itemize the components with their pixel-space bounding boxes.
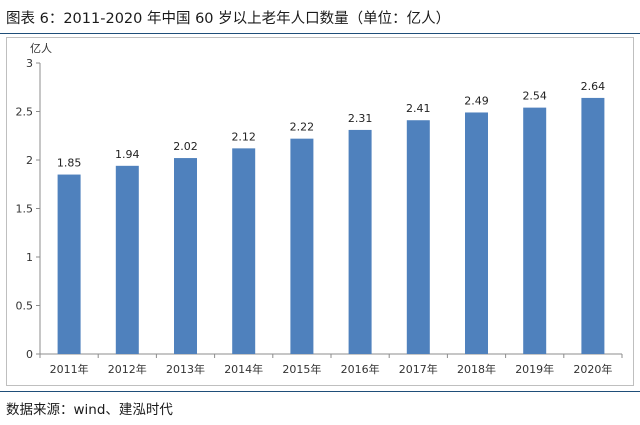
x-tick-label: 2011年: [50, 362, 89, 376]
y-tick-label: 0: [26, 348, 33, 361]
bar: [406, 120, 430, 354]
data-label: 2.54: [522, 90, 547, 103]
data-label: 2.02: [173, 140, 198, 153]
y-tick-label: 1: [26, 251, 33, 264]
data-label: 2.41: [406, 102, 431, 115]
x-tick-label: 2019年: [515, 362, 554, 376]
x-tick-label: 2015年: [282, 362, 321, 376]
x-tick-label: 2013年: [166, 362, 205, 376]
x-tick-label: 2017年: [399, 362, 438, 376]
bottom-rule: [0, 391, 640, 392]
data-label: 2.49: [464, 94, 489, 107]
figure-title: 图表 6：2011-2020 年中国 60 岁以上老年人口数量（单位：亿人）: [6, 11, 451, 27]
bar: [523, 107, 547, 355]
data-label: 1.85: [57, 157, 82, 170]
x-tick-label: 2016年: [341, 362, 380, 376]
bar: [174, 158, 197, 354]
bar: [290, 138, 314, 354]
data-label: 2.64: [581, 80, 606, 93]
data-label: 2.22: [290, 121, 315, 134]
bar: [465, 112, 488, 354]
bar: [57, 174, 81, 354]
data-label: 2.31: [348, 112, 373, 125]
y-tick-label: 1.5: [16, 203, 34, 216]
y-tick-label: 2.5: [16, 106, 34, 119]
data-label: 1.94: [115, 148, 140, 161]
top-rule: [0, 33, 640, 34]
bar: [115, 165, 139, 354]
bar-chart: 0 0.5 1 1.5 2 2.5 3 亿人 1.85 2011年 1.94 2012年 2.02 20…: [16, 42, 623, 376]
bar: [232, 148, 256, 354]
x-tick-label: 2012年: [108, 362, 147, 376]
y-axis-label: 亿人: [30, 42, 52, 55]
bar: [348, 129, 372, 354]
data-label: 2.12: [231, 130, 256, 143]
x-tick-label: 2014年: [224, 362, 263, 376]
source-note: 数据来源：wind、建泓时代: [6, 402, 173, 418]
y-tick-label: 0.5: [16, 300, 34, 313]
chart-area: [6, 37, 634, 386]
x-tick-label: 2020年: [573, 362, 612, 376]
y-tick-label: 3: [26, 57, 33, 70]
bar: [581, 97, 605, 355]
x-tick-label: 2018年: [457, 362, 496, 376]
y-tick-label: 2: [26, 154, 33, 167]
